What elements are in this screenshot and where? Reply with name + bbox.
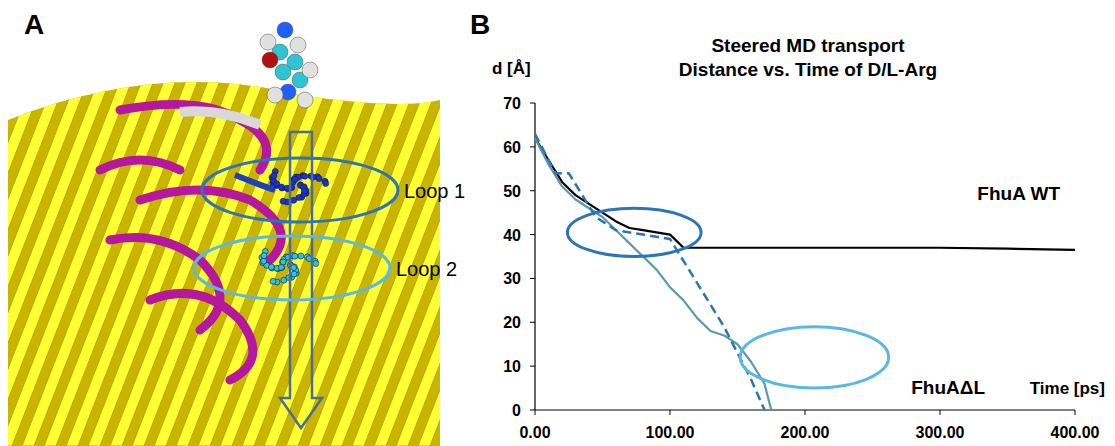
x-tick — [805, 410, 806, 415]
loop2-atom — [261, 258, 267, 264]
loop2-atom — [268, 264, 274, 270]
y-tick — [530, 278, 535, 279]
loop2-atom — [292, 253, 298, 259]
series-line — [535, 134, 765, 410]
y-tick — [530, 146, 535, 147]
panel-letter: A — [24, 9, 44, 40]
panel-b: B Steered MD transport Distance vs. Time o… — [470, 9, 1105, 441]
loop1-atom — [316, 176, 322, 182]
y-tick-label: 30 — [503, 270, 521, 287]
loop-label: Loop 2 — [396, 258, 457, 280]
y-tick — [530, 190, 535, 191]
loop2-atom — [279, 265, 285, 271]
cork-ribbon — [150, 293, 253, 380]
molecule-atom — [267, 87, 283, 103]
strand — [374, 60, 536, 446]
x-tick — [1075, 410, 1076, 415]
figure: Loop 1 Loop 2 A B Steered MD transport Distan… — [0, 0, 1115, 446]
transport-arrow — [280, 132, 322, 428]
y-tick-label: 20 — [503, 314, 521, 331]
loop2-atom — [270, 278, 276, 284]
highlight-ellipse — [567, 208, 701, 256]
y-tick — [530, 410, 535, 411]
y-tick-label: 70 — [503, 95, 521, 112]
loop1-atom — [323, 181, 329, 187]
plot-area — [535, 134, 1075, 410]
x-axis-title: Time [ps] — [1030, 379, 1105, 398]
y-tick-label: 0 — [512, 402, 521, 419]
cork-ribbon — [100, 160, 180, 170]
y-tick — [530, 322, 535, 323]
molecule-atom — [275, 64, 291, 80]
x-tick — [670, 410, 671, 415]
strand — [0, 60, 8, 446]
molecule-atom — [297, 92, 313, 108]
loop1-atom — [301, 188, 307, 194]
panel-letter: B — [470, 9, 490, 40]
barrel — [0, 60, 800, 446]
loop1-ribbon — [235, 175, 275, 190]
loop1-atom — [271, 173, 277, 179]
loop1-atom — [274, 181, 280, 187]
loop-ellipse — [194, 236, 390, 300]
strand — [308, 60, 470, 446]
y-tick — [530, 103, 535, 104]
strand — [484, 60, 646, 446]
loop-label: Loop 1 — [404, 180, 465, 202]
strand — [440, 60, 602, 446]
cork-ribbon — [110, 238, 220, 331]
x-tick — [535, 410, 536, 415]
loop2-atom — [261, 253, 267, 259]
loop1-atom — [302, 173, 308, 179]
series-label: FhuA WT — [977, 183, 1060, 204]
loop2-atom — [291, 264, 297, 270]
loop1-atom — [292, 176, 298, 182]
strand — [396, 60, 558, 446]
chart-title: Steered MD transport — [711, 35, 905, 56]
loop1-atom — [280, 198, 286, 204]
molecule-atom — [277, 22, 293, 38]
y-tick-label: 10 — [503, 358, 521, 375]
y-tick-label: 60 — [503, 139, 521, 156]
y-axis-title: d [Å] — [492, 59, 531, 78]
loop2-atom — [298, 253, 304, 259]
x-tick — [940, 410, 941, 415]
loop-ellipse — [202, 158, 398, 222]
x-tick-label: 0.00 — [519, 424, 550, 441]
x-tick-label: 400.00 — [1051, 424, 1100, 441]
loop2-atom — [291, 271, 297, 277]
loop2-atom — [313, 261, 319, 267]
y-tick — [530, 234, 535, 235]
strand — [330, 60, 492, 446]
y-tick-label: 40 — [503, 227, 521, 244]
y-tick-label: 50 — [503, 183, 521, 200]
x-tick-label: 300.00 — [916, 424, 965, 441]
loop2-atom — [278, 264, 284, 270]
series-line — [535, 138, 1075, 250]
y-tick — [530, 366, 535, 367]
x-tick-label: 200.00 — [781, 424, 830, 441]
loop2-atom — [291, 265, 297, 271]
strand — [418, 60, 580, 446]
molecule-atom — [302, 62, 318, 78]
molecule-atom — [290, 37, 306, 53]
x-tick-label: 100.00 — [646, 424, 695, 441]
molecule-atom — [262, 52, 278, 68]
y-axis — [534, 103, 535, 410]
highlights — [567, 208, 888, 388]
highlight-ellipse — [740, 327, 889, 388]
strand — [550, 60, 712, 446]
loop1-atom — [296, 195, 302, 201]
helix — [180, 111, 260, 125]
series-line — [535, 138, 771, 410]
molecule-atom — [260, 34, 276, 50]
strand — [506, 60, 668, 446]
series-label: FhuAΔL — [911, 377, 985, 398]
chart-subtitle: Distance vs. Time of D/L-Arg — [679, 59, 937, 80]
